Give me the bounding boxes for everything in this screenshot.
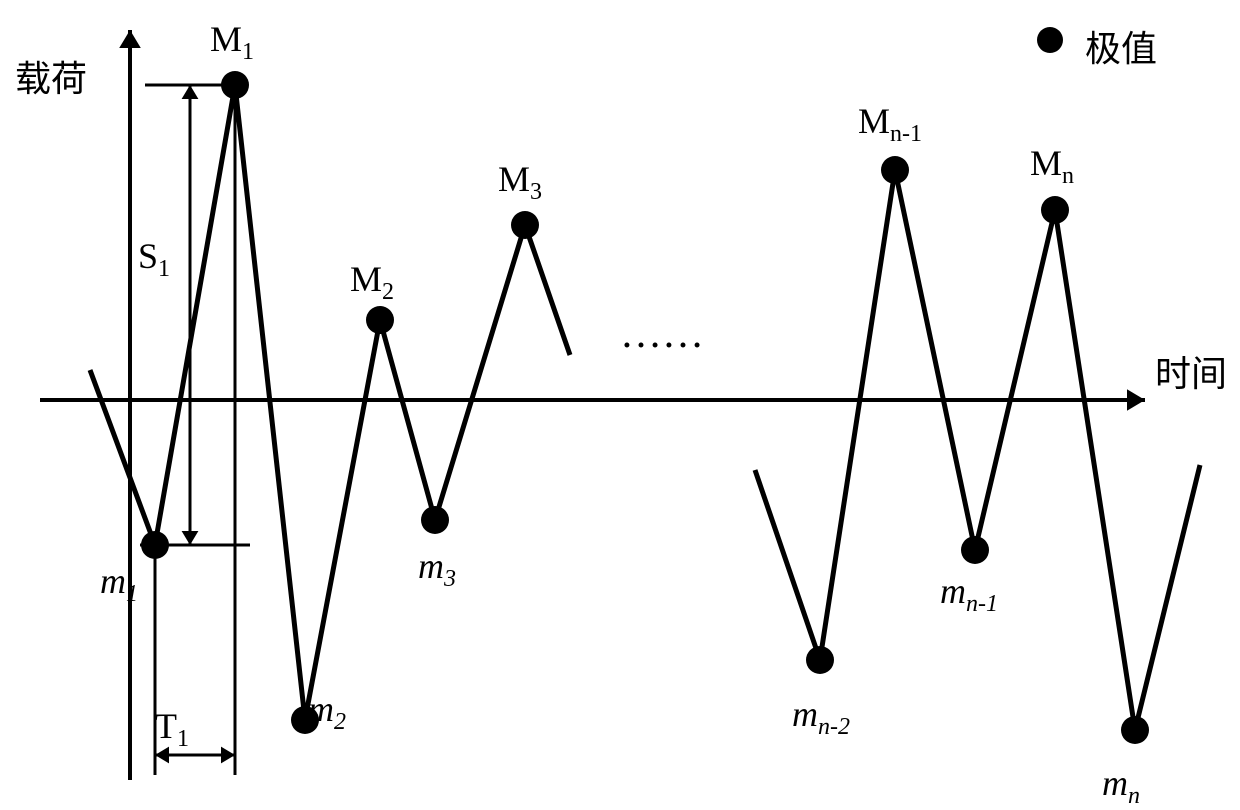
s1-label: S1 — [138, 235, 170, 283]
peak-label-2: M3 — [498, 158, 542, 206]
valley-label-3: mn-2 — [792, 693, 850, 741]
valley-label-0: m1 — [100, 560, 138, 608]
peak-label-4: Mn — [1030, 142, 1074, 190]
diagram-svg — [0, 0, 1240, 808]
valley-label-5: mn — [1102, 762, 1140, 810]
valley-label-4: mn-1 — [940, 570, 998, 618]
y-axis-label: 载荷 — [15, 50, 87, 102]
valley-label-1: m2 — [308, 688, 346, 736]
diagram-container: 载荷时间 极值 …… M1 M2 M3 Mn-1 Mn m1 m2 m3 mn-2 mn-1 mn S1 T1 — [0, 0, 1240, 808]
peak-label-3: Mn-1 — [858, 100, 922, 148]
peak-label-1: M2 — [350, 258, 394, 306]
legend-label: 极值 — [1085, 20, 1157, 72]
t1-label: T1 — [155, 705, 189, 753]
ellipsis: …… — [620, 310, 704, 358]
x-axis-label: 时间 — [1155, 345, 1227, 397]
peak-label-0: M1 — [210, 18, 254, 66]
valley-label-2: m3 — [418, 545, 456, 593]
